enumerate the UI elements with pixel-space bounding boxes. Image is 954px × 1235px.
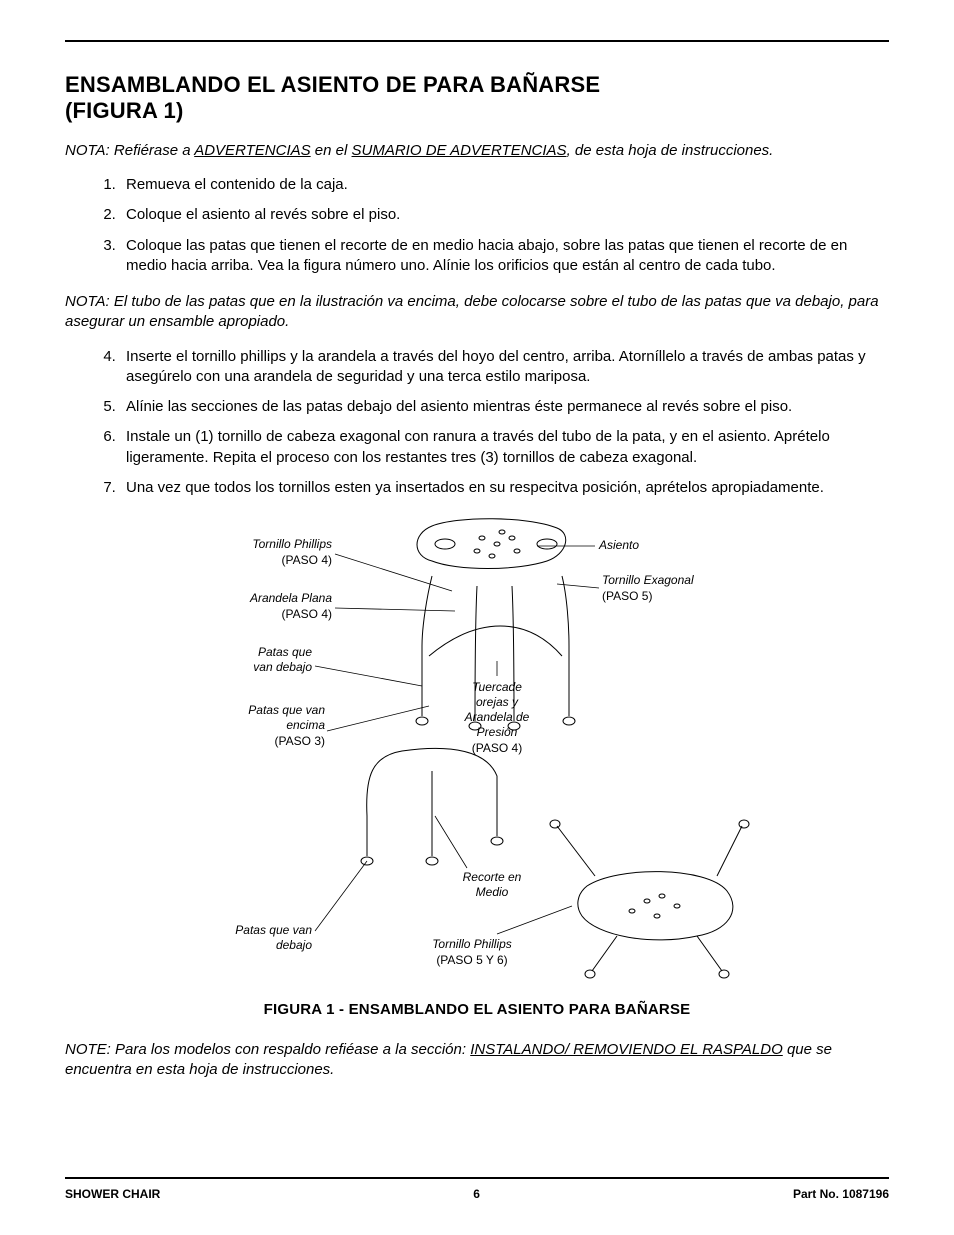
figure-1: Tornillo Phillips (PASO 4) Arandela Plan…	[197, 516, 757, 991]
lbl-arandela: Arandela Plana	[249, 591, 332, 605]
lbl-patas-debajo-b: van debajo	[253, 660, 312, 674]
page-footer: SHOWER CHAIR 6 Part No. 1087196	[65, 1177, 889, 1201]
step-item: Instale un (1) tornillo de cabeza exagon…	[120, 427, 889, 468]
footer-rule	[65, 1177, 889, 1179]
note-block-3: NOTE: Para los modelos con respaldo refi…	[65, 1040, 889, 1081]
lbl-tuerca-c: Arandela de	[464, 710, 530, 724]
lbl-tuerca-a: Tuercade	[472, 680, 522, 694]
page-title: ENSAMBLANDO EL ASIENTO DE PARA BAÑARSE (…	[65, 72, 889, 124]
lbl-tuerca-step: (PASO 4)	[472, 741, 522, 755]
footer-page-number: 6	[473, 1187, 480, 1201]
note1-prefix: NOTA: Refiérase a	[65, 142, 194, 159]
lbl-tornillo-exagonal-step: (PASO 5)	[602, 589, 652, 603]
lbl-patas-encima-step: (PASO 3)	[275, 734, 325, 748]
lbl-patas-encima-b: encima	[286, 718, 325, 732]
figure-caption: FIGURA 1 - ENSAMBLANDO EL ASIENTO PARA B…	[65, 1001, 889, 1018]
step-item: Una vez que todos los tornillos esten ya…	[120, 478, 889, 498]
footer-left: SHOWER CHAIR	[65, 1187, 160, 1201]
title-line-2: (FIGURA 1)	[65, 98, 184, 123]
lbl-tuerca-d: Presión	[477, 725, 518, 739]
note3-link: INSTALANDO/ REMOVIENDO EL RASPALDO	[470, 1041, 783, 1058]
lbl-asiento: Asiento	[598, 538, 639, 552]
lbl-recorte-a: Recorte en	[463, 870, 522, 884]
note-block-2: NOTA: El tubo de las patas que en la ilu…	[65, 292, 889, 333]
note1-link-1: ADVERTENCIAS	[194, 142, 310, 159]
step-item: Coloque el asiento al revés sobre el pis…	[120, 205, 889, 225]
lbl-tuerca-b: orejas y	[476, 695, 519, 709]
lbl-phillips2: Tornillo Phillips	[432, 937, 512, 951]
note3-prefix: NOTE: Para los modelos con respaldo refi…	[65, 1041, 470, 1058]
steps-list-a: Remueva el contenido de la caja. Coloque…	[65, 175, 889, 276]
lbl-phillips2-step: (PASO 5 Y 6)	[436, 953, 507, 967]
lbl-patas-debajo-a: Patas que	[258, 645, 312, 659]
lbl-patas-debajo2-a: Patas que van	[235, 923, 312, 937]
step-item: Inserte el tornillo phillips y la arande…	[120, 347, 889, 388]
lbl-arandela-step: (PASO 4)	[282, 607, 332, 621]
lbl-tornillo-phillips-step: (PASO 4)	[282, 553, 332, 567]
steps-list-b: Inserte el tornillo phillips y la arande…	[65, 347, 889, 499]
footer-right: Part No. 1087196	[793, 1187, 889, 1201]
step-item: Alínie las secciones de las patas debajo…	[120, 397, 889, 417]
assembly-diagram: Tornillo Phillips (PASO 4) Arandela Plan…	[197, 516, 757, 986]
lbl-patas-encima-a: Patas que van	[248, 703, 325, 717]
note1-mid: en el	[311, 142, 352, 159]
lbl-recorte-b: Medio	[476, 885, 509, 899]
step-item: Remueva el contenido de la caja.	[120, 175, 889, 195]
lbl-tornillo-phillips: Tornillo Phillips	[252, 537, 332, 551]
title-line-1: ENSAMBLANDO EL ASIENTO DE PARA BAÑARSE	[65, 72, 600, 97]
note1-link-2: SUMARIO DE ADVERTENCIAS	[352, 142, 567, 159]
step-item: Coloque las patas que tienen el recorte …	[120, 236, 889, 277]
note1-suffix: , de esta hoja de instrucciones.	[567, 142, 774, 159]
top-rule	[65, 40, 889, 42]
note-block-1: NOTA: Refiérase a ADVERTENCIAS en el SUM…	[65, 142, 889, 159]
lbl-patas-debajo2-b: debajo	[276, 938, 312, 952]
lbl-tornillo-exagonal: Tornillo Exagonal	[602, 573, 694, 587]
